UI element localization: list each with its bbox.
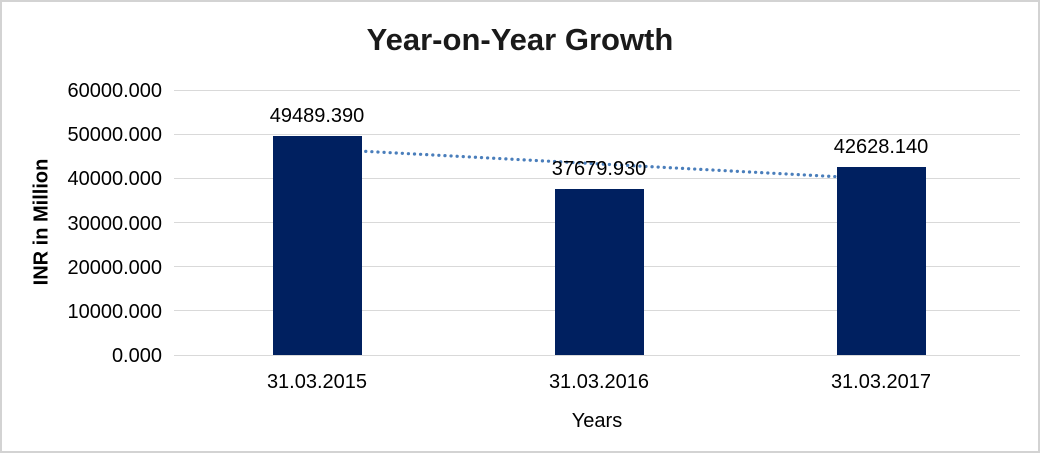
trendline bbox=[315, 147, 883, 181]
bar bbox=[554, 188, 644, 355]
bar-value-label: 37679.930 bbox=[551, 157, 647, 180]
bar bbox=[272, 136, 362, 355]
plot-area: 49489.390 37679.930 42628.140 bbox=[174, 89, 1020, 356]
x-tick-label: 31.03.2015 bbox=[266, 371, 368, 393]
y-tick-label: 0.000 bbox=[111, 345, 162, 367]
x-tick-label: 31.03.2017 bbox=[830, 371, 932, 393]
gridline bbox=[174, 89, 1020, 91]
gridline bbox=[174, 354, 1020, 356]
y-tick-label: 60000.000 bbox=[67, 80, 162, 102]
x-tick-label: 31.03.2016 bbox=[548, 371, 650, 393]
bar bbox=[836, 166, 926, 355]
chart-title: Year-on-Year Growth bbox=[366, 22, 674, 57]
y-tick-label: 30000.000 bbox=[67, 212, 162, 235]
x-axis-title: Years bbox=[571, 410, 623, 432]
gridline bbox=[174, 133, 1020, 135]
bar-value-label: 42628.140 bbox=[833, 135, 929, 158]
y-tick-label: 20000.000 bbox=[67, 256, 162, 279]
gridline bbox=[174, 177, 1020, 179]
bar-value-label: 49489.390 bbox=[269, 105, 365, 128]
y-tick-label: 10000.000 bbox=[67, 300, 162, 323]
y-tick-label: 40000.000 bbox=[67, 168, 162, 191]
y-tick-label: 50000.000 bbox=[67, 124, 162, 147]
